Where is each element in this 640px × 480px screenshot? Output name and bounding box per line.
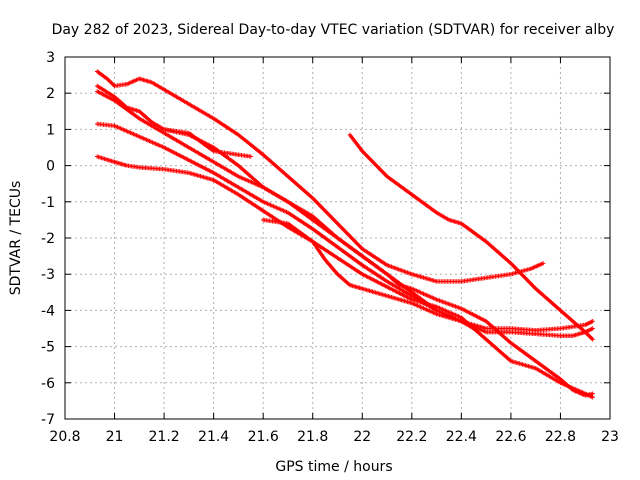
y-tick-label: 0 <box>46 159 55 175</box>
y-tick-label: -5 <box>41 340 55 356</box>
y-tick-label: -7 <box>41 412 55 428</box>
data-series-track-1 <box>95 69 546 284</box>
x-axis-label: GPS time / hours <box>275 459 392 475</box>
x-tick-label: 21.2 <box>149 429 180 445</box>
x-tick-label: 21 <box>106 429 124 445</box>
data-point <box>590 391 595 396</box>
x-tick-label: 22 <box>353 429 371 445</box>
x-axis-ticks: 20.8 21 21.2 21.4 21.6 21.8 22 22.2 22.4 22.6 22.8… <box>49 57 619 445</box>
data-point <box>540 261 546 266</box>
x-tick-label: 22.6 <box>495 429 526 445</box>
x-tick-label: 23 <box>601 429 619 445</box>
x-tick-label: 21.8 <box>297 429 328 445</box>
data-series-track-3 <box>95 89 595 338</box>
data-series-track-6 <box>347 132 595 342</box>
data-layer <box>95 69 595 400</box>
data-point <box>590 337 595 342</box>
y-tick-label: 2 <box>46 86 55 102</box>
data-point <box>590 319 595 324</box>
y-tick-label: 3 <box>46 50 55 66</box>
y-tick-label: -2 <box>41 231 55 247</box>
chart-title: Day 282 of 2023, Sidereal Day-to-day VTE… <box>52 22 615 38</box>
x-tick-label: 22.8 <box>545 429 576 445</box>
x-tick-label: 21.4 <box>198 429 229 445</box>
data-point <box>471 326 476 331</box>
data-point <box>248 154 253 159</box>
x-tick-label: 22.4 <box>446 429 477 445</box>
data-series-track-7 <box>161 127 595 398</box>
data-point <box>590 326 595 331</box>
data-series-track-8 <box>260 217 476 331</box>
x-tick-label: 22.2 <box>396 429 427 445</box>
data-series-track-5 <box>95 154 595 400</box>
x-tick-label: 20.8 <box>49 429 80 445</box>
y-axis-ticks: -7 -6 -5 -4 -3 -2 -1 0 1 2 3 <box>41 50 610 428</box>
y-tick-label: -3 <box>41 267 55 283</box>
x-tick-label: 21.6 <box>248 429 279 445</box>
data-series-track-4 <box>95 121 595 333</box>
y-tick-label: 1 <box>46 122 55 138</box>
y-tick-label: -6 <box>41 376 55 392</box>
y-axis-label: SDTVAR / TECUs <box>8 181 24 296</box>
y-tick-label: -1 <box>41 195 55 211</box>
y-tick-label: -4 <box>41 303 55 319</box>
